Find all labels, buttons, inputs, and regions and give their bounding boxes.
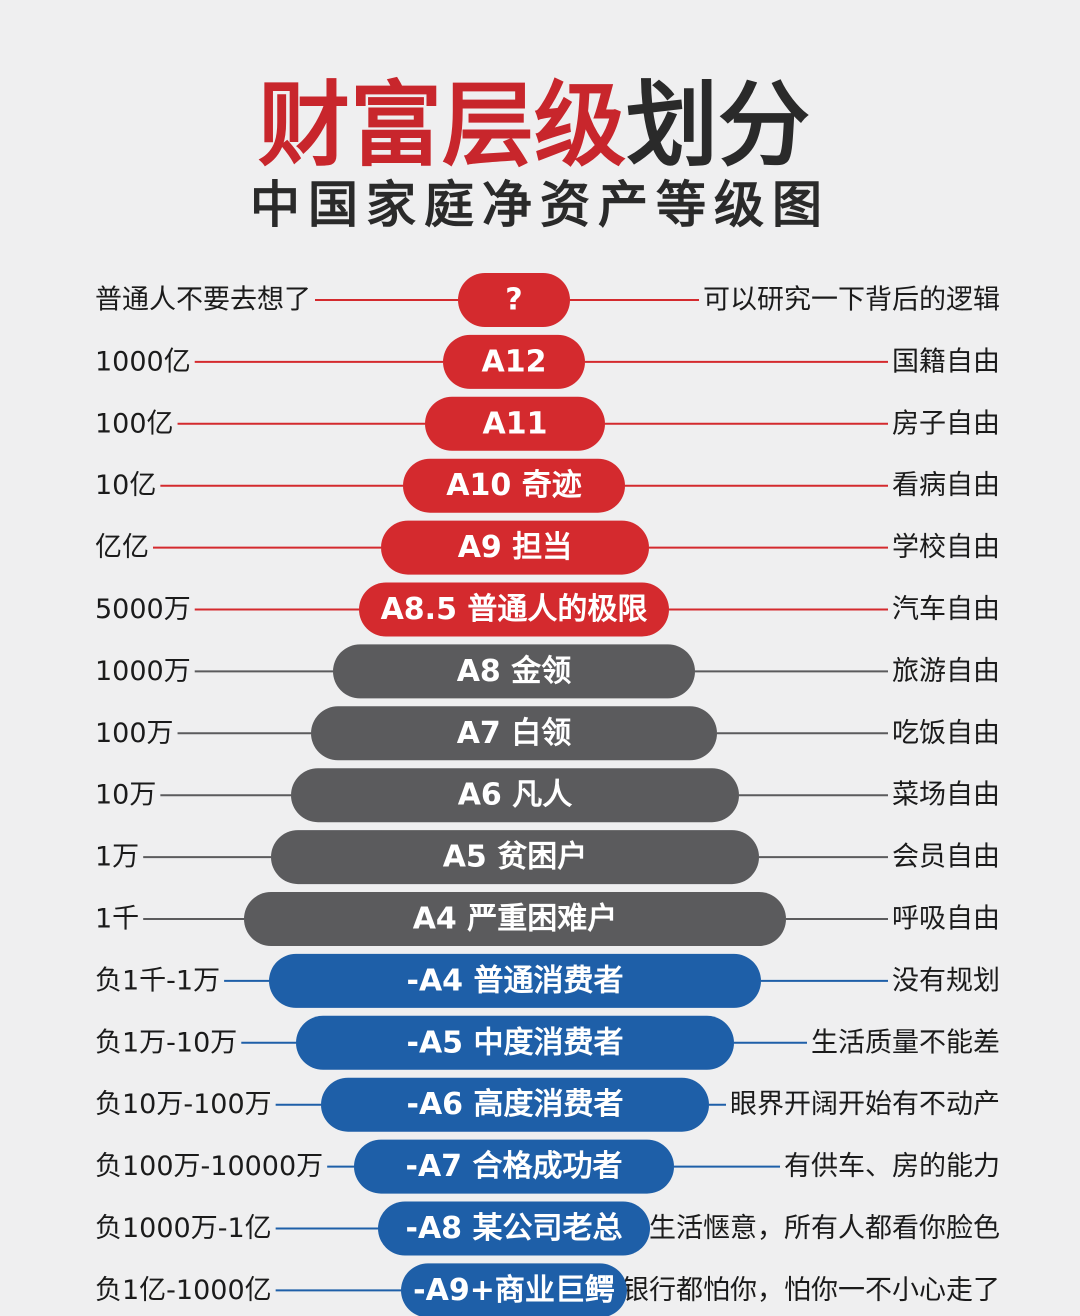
title-highlight: 财富层级	[258, 72, 626, 179]
left-label: 亿亿	[95, 532, 149, 563]
right-label: 汽车自由	[892, 594, 1000, 625]
left-label: 负1000万-1亿	[95, 1213, 272, 1244]
level-label: A11	[483, 406, 548, 441]
level-label: A7 白领	[457, 716, 572, 751]
level-pill	[269, 953, 761, 1008]
right-label: 旅游自由	[892, 656, 1000, 687]
level-pill	[425, 396, 605, 451]
level-pill	[321, 1077, 709, 1132]
level-pill	[378, 1201, 650, 1256]
right-label: 学校自由	[892, 532, 1000, 563]
left-label: 普通人不要去想了	[95, 285, 311, 316]
left-label: 1000亿	[95, 346, 191, 377]
left-label: 负10万-100万	[95, 1089, 272, 1120]
level-label: -A7 合格成功者	[406, 1149, 623, 1184]
level-label: A6 凡人	[458, 778, 573, 813]
level-label: -A5 中度消费者	[407, 1025, 624, 1060]
right-label: 会员自由	[892, 842, 1000, 873]
right-label: 生活质量不能差	[811, 1027, 1000, 1058]
right-label: 国籍自由	[892, 346, 1000, 377]
title: 财富层级划分	[258, 72, 810, 179]
level-pill	[401, 1263, 627, 1316]
left-label: 100万	[95, 718, 174, 749]
left-label: 5000万	[95, 594, 191, 625]
left-label: 100亿	[95, 408, 174, 439]
level-pill	[354, 1139, 674, 1194]
level-pill	[296, 1015, 734, 1070]
level-label: ?	[505, 283, 522, 318]
level-label: -A4 普通消费者	[407, 963, 624, 998]
right-label: 可以研究一下背后的逻辑	[703, 285, 1000, 316]
right-label: 眼界开阔开始有不动产	[730, 1089, 1000, 1120]
right-label: 呼吸自由	[892, 904, 1000, 935]
level-label: -A9+商业巨鳄	[413, 1273, 615, 1308]
left-label: 负1亿-1000亿	[95, 1275, 272, 1306]
level-label: A12	[482, 344, 547, 379]
level-pill	[311, 706, 717, 761]
level-label: A10 奇迹	[446, 468, 581, 503]
right-label: 看病自由	[892, 470, 1000, 501]
level-label: A8.5 普通人的极限	[381, 592, 648, 627]
level-label: -A8 某公司老总	[406, 1211, 623, 1246]
left-label: 10万	[95, 780, 156, 811]
subtitle: 中国家庭净资产等级图	[250, 176, 830, 234]
level-label: -A6 高度消费者	[407, 1087, 624, 1122]
level-pill	[359, 582, 669, 637]
level-pill	[381, 520, 649, 575]
right-label: 没有规划	[892, 965, 1000, 996]
left-label: 负100万-10000万	[95, 1151, 323, 1182]
left-label: 10亿	[95, 470, 156, 501]
level-label: A4 严重困难户	[413, 902, 618, 937]
left-label: 负1千-1万	[95, 965, 220, 996]
left-label: 1千	[95, 904, 139, 935]
level-label: A5 贫困户	[443, 840, 588, 875]
level-pill	[458, 273, 570, 327]
right-label: 菜场自由	[892, 780, 1000, 811]
right-label: 有供车、房的能力	[784, 1151, 1000, 1182]
title-rest: 划分	[626, 72, 810, 179]
level-pill	[271, 830, 759, 885]
level-pill	[443, 334, 585, 389]
level-pill	[291, 768, 739, 823]
left-label: 负1万-10万	[95, 1027, 237, 1058]
level-pill	[244, 892, 786, 946]
level-pill	[403, 458, 625, 513]
right-label: 生活惬意，所有人都看你脸色	[649, 1213, 1000, 1244]
right-label: 房子自由	[892, 408, 1000, 439]
level-pill	[333, 644, 695, 699]
right-label: 吃饭自由	[892, 718, 1000, 749]
left-label: 1000万	[95, 656, 191, 687]
level-label: A8 金领	[457, 654, 572, 689]
level-label: A9 担当	[458, 530, 573, 565]
left-label: 1万	[95, 842, 139, 873]
right-label: 银行都怕你，怕你一不小心走了	[622, 1275, 1000, 1306]
